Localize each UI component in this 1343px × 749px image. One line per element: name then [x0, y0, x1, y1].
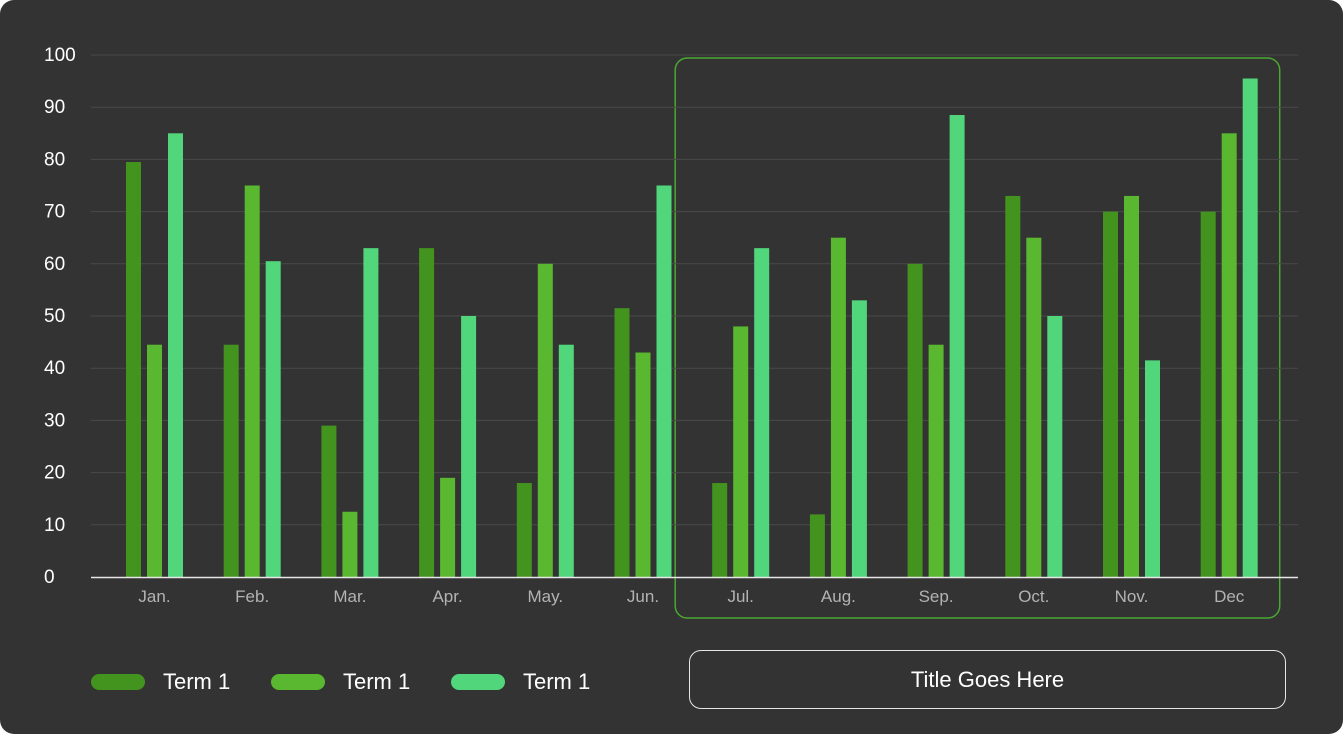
bar	[558, 344, 574, 577]
bar	[440, 477, 456, 577]
bar	[712, 483, 728, 577]
bar	[656, 185, 672, 577]
y-tick-label: 10	[44, 515, 65, 536]
chart-title: Title Goes Here	[910, 666, 1065, 692]
y-tick-label: 30	[44, 410, 65, 431]
y-tick-label: 100	[44, 45, 76, 66]
bar	[1103, 211, 1118, 577]
bar	[1124, 195, 1139, 577]
bar	[168, 133, 183, 578]
x-tick-label: May.	[528, 587, 564, 606]
bar	[1145, 360, 1160, 577]
legend-swatch-1	[91, 674, 145, 690]
y-tick-label: 80	[44, 149, 65, 170]
chart-title-box: Title Goes Here	[689, 650, 1286, 709]
x-tick-label: Apr.	[432, 587, 462, 606]
bar	[635, 352, 651, 577]
legend-item-3: Term 1	[451, 668, 590, 696]
legend-label-3: Term 1	[523, 669, 591, 694]
bar	[830, 237, 846, 577]
bar	[1242, 78, 1258, 578]
y-tick-label: 70	[44, 202, 65, 223]
bar-chart: 0 10 20 30 40 50 60 70 80 90 100 Jan. Feb. Mar. Apr. Ma…	[44, 45, 1298, 619]
bar	[907, 263, 923, 577]
x-tick-label: Feb.	[235, 587, 269, 606]
bar	[147, 344, 162, 577]
y-tick-label: 60	[44, 254, 65, 275]
legend-item-1: Term 1	[91, 668, 230, 696]
bar	[614, 308, 630, 577]
bar	[363, 248, 379, 577]
bar	[126, 162, 141, 577]
bar	[928, 344, 944, 577]
x-tick-label: Aug.	[821, 587, 856, 606]
x-tick-label: Mar.	[333, 587, 366, 606]
bar	[754, 248, 770, 577]
bar	[1005, 195, 1021, 577]
bar	[1047, 316, 1063, 577]
y-tick-label: 50	[44, 306, 65, 327]
bar	[949, 115, 965, 577]
bar	[809, 514, 825, 577]
y-tick-label: 20	[44, 463, 65, 484]
legend-label-1: Term 1	[163, 669, 231, 694]
bar	[461, 316, 477, 577]
bar	[851, 300, 867, 577]
legend-item-2: Term 1	[271, 668, 410, 696]
x-tick-label: Jun.	[627, 587, 659, 606]
bar	[342, 511, 358, 577]
bar	[537, 263, 553, 577]
y-tick-label: 90	[44, 97, 65, 118]
x-tick-label: Jul.	[727, 587, 753, 606]
bar	[321, 425, 337, 577]
y-tick-label: 0	[44, 567, 55, 588]
bar	[223, 344, 239, 577]
x-tick-label: Oct.	[1018, 587, 1049, 606]
bar	[1026, 237, 1042, 577]
legend-label-2: Term 1	[343, 669, 411, 694]
highlight-frame	[674, 57, 1281, 619]
x-tick-label: Dec	[1214, 587, 1245, 606]
x-tick-label: Nov.	[1115, 587, 1149, 606]
bar	[265, 261, 281, 577]
legend-swatch-2	[271, 674, 325, 690]
bar	[1221, 133, 1237, 578]
bar	[1200, 211, 1216, 577]
y-tick-label: 40	[44, 358, 65, 379]
bar	[419, 248, 435, 577]
bar	[244, 185, 260, 577]
x-tick-label: Jan.	[138, 587, 170, 606]
legend-swatch-3	[451, 674, 505, 690]
bar	[733, 326, 749, 577]
chart-card: 0 10 20 30 40 50 60 70 80 90 100 Jan. Feb. Mar. Apr. Ma…	[0, 0, 1343, 734]
bar	[516, 483, 532, 577]
x-tick-label: Sep.	[919, 587, 954, 606]
